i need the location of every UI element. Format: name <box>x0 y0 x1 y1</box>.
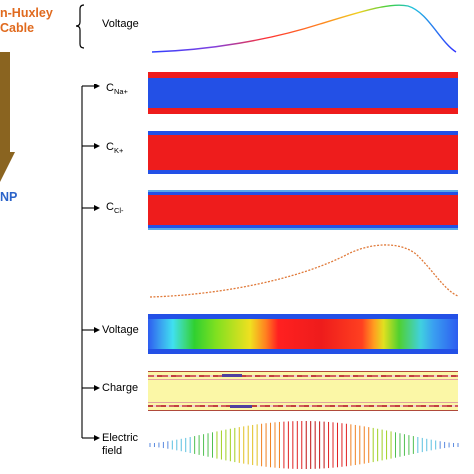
charge-top-stripe2 <box>148 379 458 380</box>
charge-bar <box>148 371 458 411</box>
voltage-label: Voltage <box>102 324 139 336</box>
model-title-line1: n-Huxley <box>0 6 53 20</box>
voltage-heatmap-core <box>148 319 458 349</box>
c-k-bar <box>148 131 458 174</box>
voltage-heatmap-bar <box>148 314 458 354</box>
model-title-line2: Cable <box>0 21 35 35</box>
voltage-top-curve <box>151 4 457 53</box>
c-na-bar <box>148 72 458 114</box>
c-cl-bar <box>148 190 458 230</box>
electric-label-line1: Electric <box>102 432 139 444</box>
charge-bottom-stripe <box>148 405 458 407</box>
c-na-core <box>148 78 458 108</box>
top-bracket <box>75 4 85 49</box>
c-cl-core <box>148 195 458 225</box>
down-arrow-icon <box>0 52 15 182</box>
pnp-label: NP <box>0 190 18 204</box>
c-k-label: CK+ <box>106 141 124 155</box>
electric-field-plot <box>149 421 459 469</box>
c-na-main: C <box>106 82 114 94</box>
c-k-main: C <box>106 141 114 153</box>
charge-label: Charge <box>102 382 139 394</box>
charge-top-stripe <box>148 375 458 377</box>
orange-voltage-curve <box>149 244 459 298</box>
c-k-core <box>148 135 458 170</box>
c-cl-label: CCl- <box>106 201 124 215</box>
charge-mark-top <box>222 374 242 377</box>
c-na-subscript: Na+ <box>113 87 128 96</box>
electric-label-line2: field <box>102 445 123 457</box>
c-cl-subscript: Cl- <box>113 206 124 215</box>
voltage-top-label: Voltage <box>102 18 139 30</box>
c-cl-main: C <box>106 201 114 213</box>
c-na-label: CNa+ <box>106 82 128 96</box>
c-k-subscript: K+ <box>113 146 124 155</box>
charge-mark-bottom <box>230 405 252 408</box>
main-bracket <box>81 84 100 441</box>
charge-bottom-stripe2 <box>148 402 458 403</box>
